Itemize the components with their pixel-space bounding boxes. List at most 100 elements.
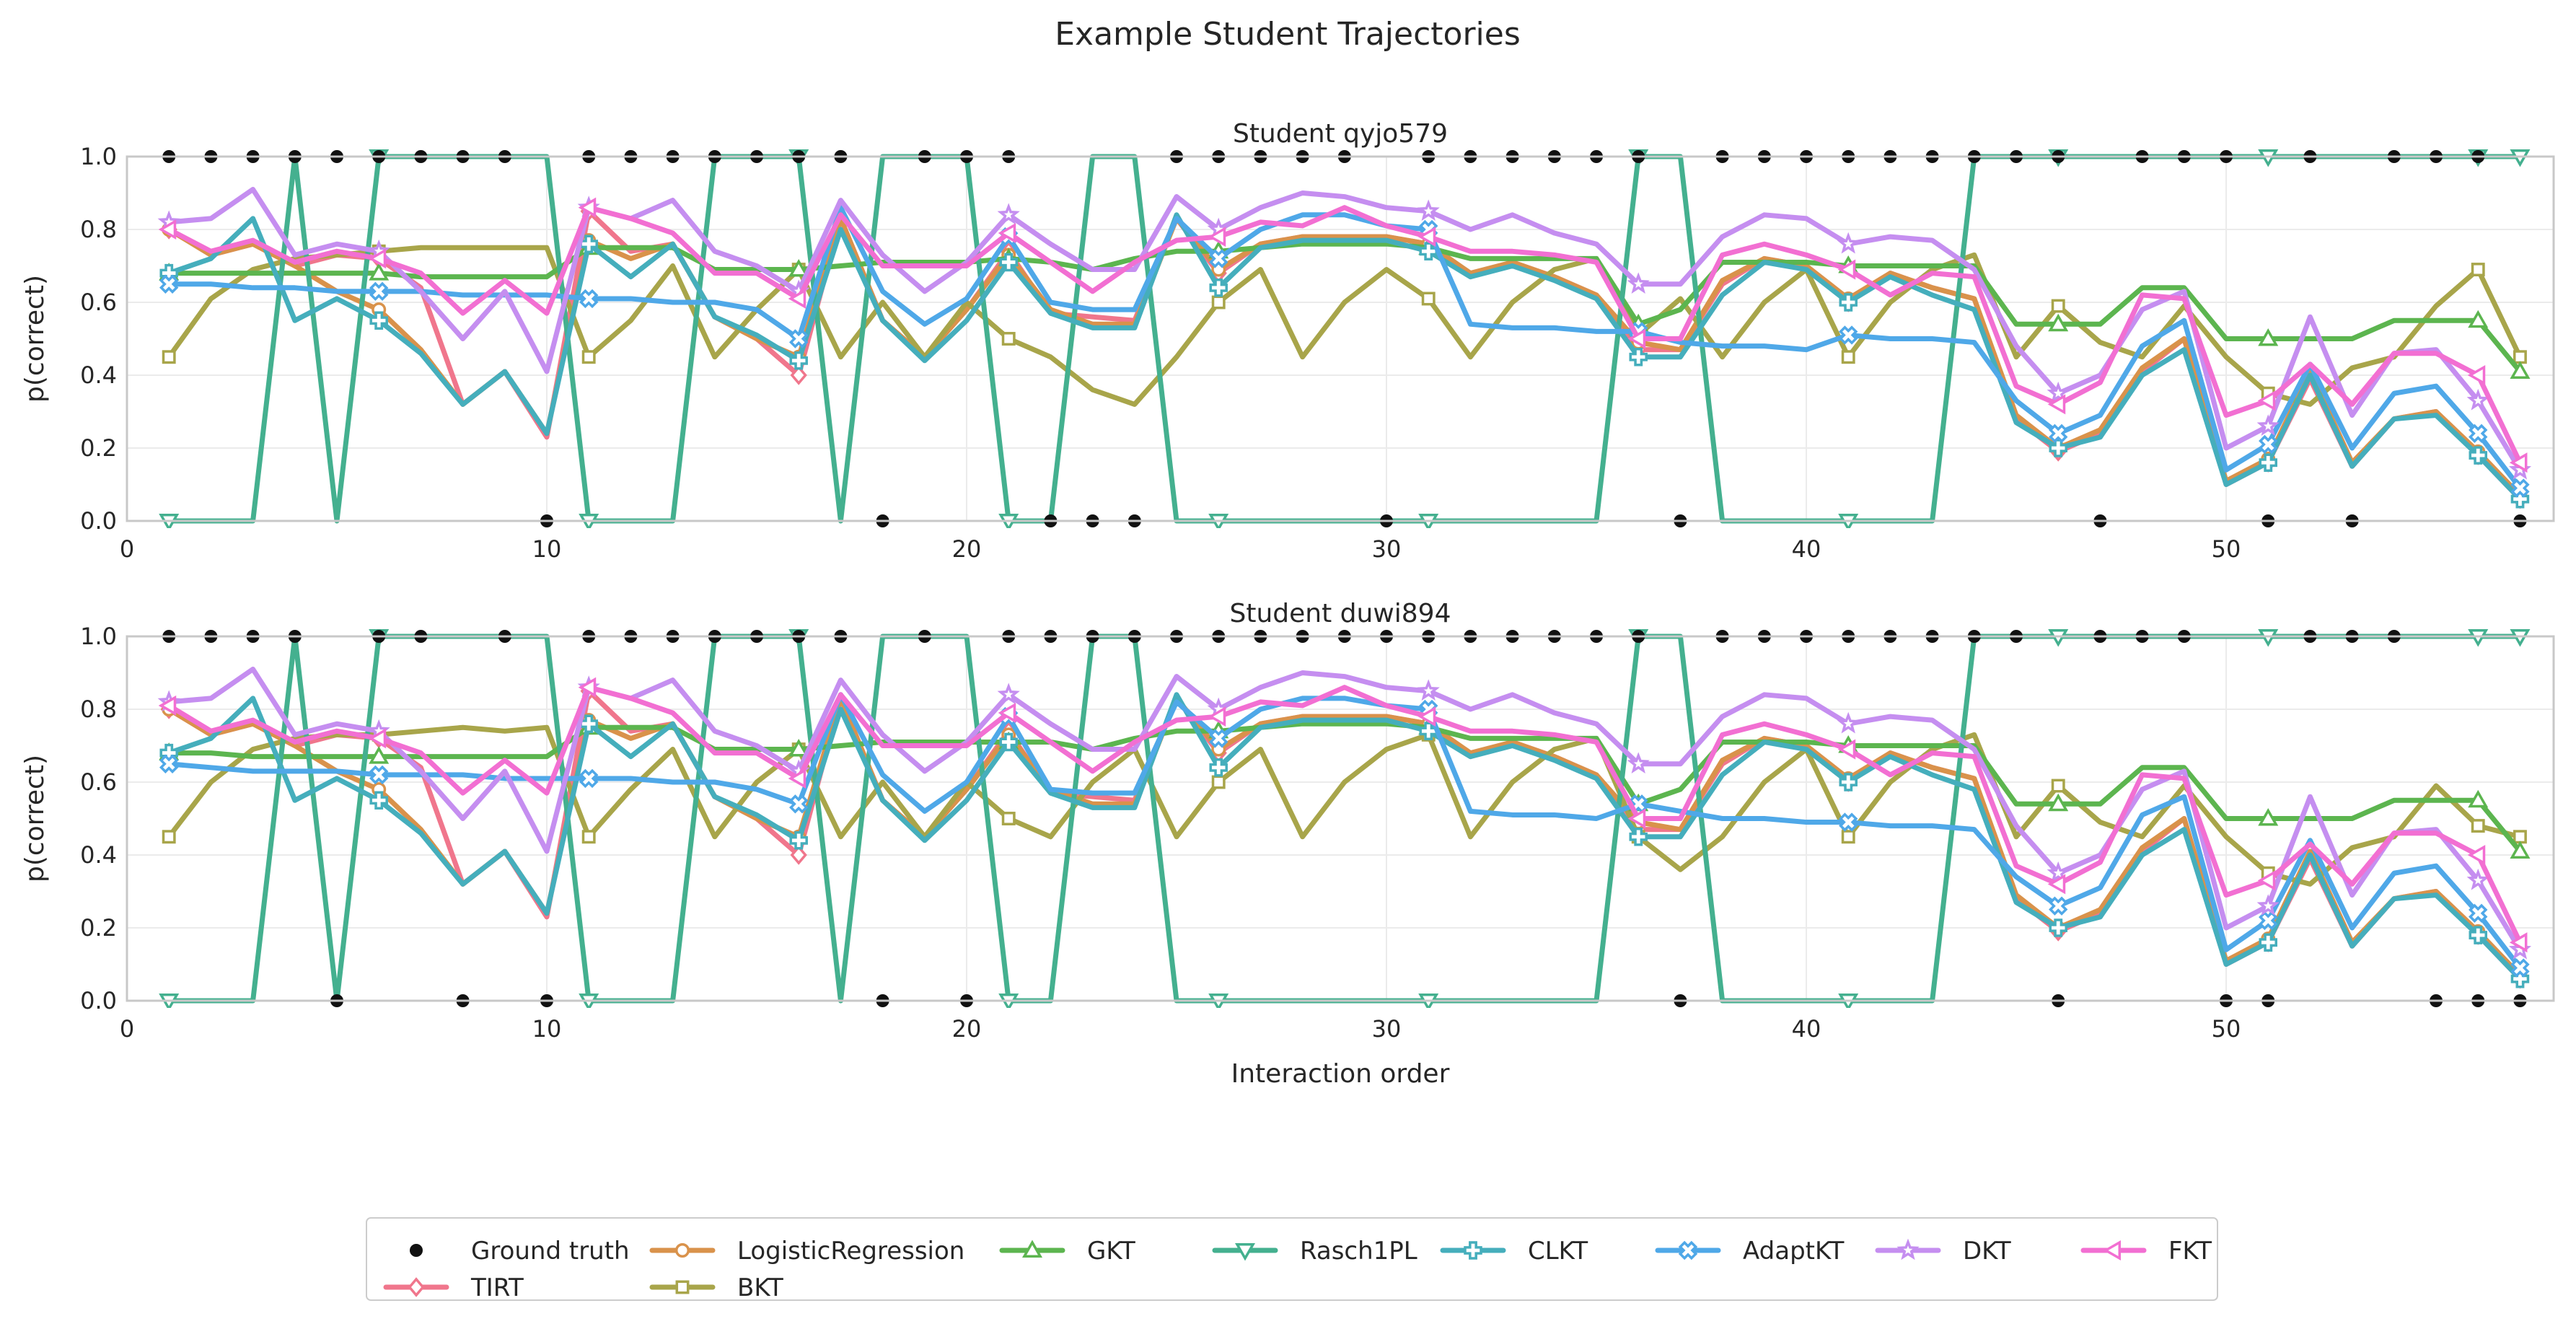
data-point [1421, 291, 1436, 306]
data-point [1417, 706, 1436, 727]
x-tick-label: 40 [1792, 535, 1821, 563]
data-point [790, 845, 807, 865]
legend: Ground truth TIRT LogisticRegression BKT GKT… [366, 1217, 2218, 1302]
data-point [2256, 894, 2280, 916]
data-point [1209, 249, 1228, 268]
data-point [1629, 348, 1648, 367]
data-point [2047, 861, 2070, 883]
x-tick-label: 0 [120, 535, 134, 563]
y-tick-label: 0.4 [80, 841, 117, 869]
data-point [1001, 332, 1016, 346]
data-point [2257, 390, 2276, 411]
data-point [2467, 364, 2486, 386]
data-point [1417, 679, 1440, 701]
y-tick-label: 0.8 [80, 696, 117, 723]
data-point [2468, 789, 2489, 808]
data-point [1001, 812, 1016, 825]
series-line-clkt [166, 692, 2523, 982]
data-point [2471, 263, 2485, 277]
data-point [2258, 328, 2279, 346]
x-tick-label: 10 [532, 1015, 562, 1043]
data-point [1419, 722, 1438, 741]
legend-item-tirt: TIRT [383, 1273, 524, 1302]
panel-title: Student qyjo579 [1233, 119, 1448, 149]
legend-item-clkt: CLKT [1440, 1237, 1588, 1266]
data-point [369, 281, 389, 302]
data-point [999, 253, 1018, 272]
data-point [2510, 361, 2531, 379]
data-point [1419, 242, 1438, 261]
legend-frame [366, 1217, 2218, 1301]
legend-item-logisticregression: LogisticRegression [649, 1237, 964, 1266]
data-point [2049, 439, 2067, 457]
legend-label: LogisticRegression [737, 1237, 964, 1266]
y-tick-label: 1.0 [80, 623, 117, 650]
legend-item-gkt: GKT [999, 1237, 1135, 1266]
series-clkt [159, 212, 2530, 509]
data-point [2047, 394, 2066, 415]
legend-marker [675, 1280, 690, 1294]
data-point [2467, 844, 2486, 866]
data-point [2469, 446, 2487, 465]
y-axis-label: p(correct) [20, 755, 50, 882]
data-point [578, 197, 597, 218]
series-line-rasch1pl [166, 633, 2523, 1004]
data-point [1839, 812, 1858, 832]
data-point [2513, 350, 2527, 364]
data-point [789, 831, 808, 850]
data-point [2469, 424, 2488, 444]
series-fkt [158, 197, 2528, 473]
axes-frame [126, 635, 2555, 1002]
data-point [2049, 424, 2068, 444]
legend-marker [1896, 1238, 1920, 1260]
data-point [1629, 828, 1648, 846]
data-point [2256, 414, 2280, 436]
data-point [1208, 706, 1226, 727]
data-point [368, 728, 387, 749]
data-point [2509, 452, 2528, 473]
chart-title: Example Student Trajectories [1055, 16, 1521, 53]
data-point [162, 830, 176, 844]
series-bkt [162, 244, 2527, 407]
series-line-clkt [166, 212, 2523, 502]
legend-marker [408, 1277, 425, 1297]
data-point [369, 791, 388, 810]
x-tick-label: 40 [1792, 1015, 1821, 1043]
data-point [2051, 779, 2065, 793]
series-adaptkt [159, 205, 2530, 498]
data-point [2469, 903, 2488, 924]
data-point [162, 350, 176, 364]
y-tick-label: 0.6 [80, 289, 117, 316]
data-point [1627, 328, 1646, 349]
x-tick-label: 0 [120, 1015, 134, 1043]
data-point [2513, 830, 2527, 844]
data-point [1837, 259, 1856, 280]
y-tick-label: 0.2 [80, 914, 117, 942]
series-line-adaptkt [166, 692, 2523, 971]
data-point [2468, 310, 2489, 328]
series-dkt [157, 666, 2532, 960]
data-point [581, 830, 596, 844]
data-point [2257, 870, 2276, 891]
y-tick-label: 0.6 [80, 768, 117, 796]
data-point [2048, 313, 2069, 332]
series-line-fkt [166, 205, 2523, 465]
x-tick-label: 20 [952, 1015, 982, 1043]
y-tick-label: 0.0 [80, 987, 117, 1014]
data-point [1627, 808, 1646, 829]
data-point [1837, 711, 1860, 734]
data-point [789, 351, 808, 370]
legend-item-bkt: BKT [649, 1273, 783, 1302]
legend-item-ground-truth: Ground truth [410, 1237, 630, 1266]
data-point [790, 365, 807, 385]
data-point [1209, 279, 1228, 297]
data-point [788, 259, 809, 277]
series-line-rasch1pl [166, 154, 2523, 524]
data-point [159, 754, 179, 773]
data-point [369, 263, 390, 281]
legend-marker [1234, 1243, 1256, 1261]
x-tick-label: 10 [532, 535, 562, 563]
data-point [789, 329, 809, 348]
legend-marker [1464, 1241, 1482, 1260]
